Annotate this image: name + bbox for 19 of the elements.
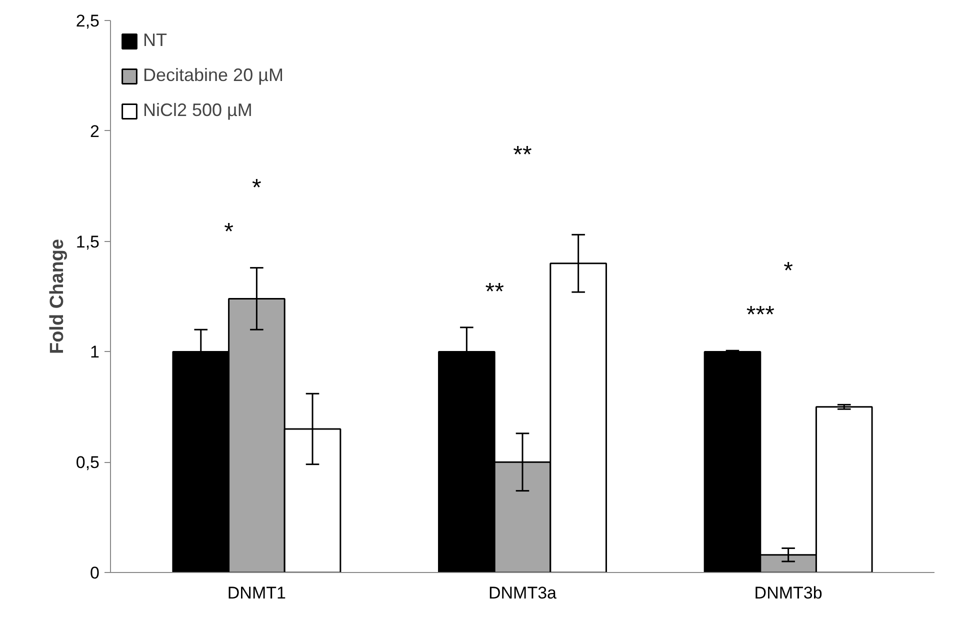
annotation: *** (746, 302, 774, 329)
y-tick-label: 1 (90, 342, 100, 362)
annotation: * (224, 218, 234, 246)
y-axis-title: Fold Change (46, 238, 68, 354)
legend-label: Decitabine 20 µM (143, 65, 284, 86)
y-tick-label: 2 (90, 122, 100, 141)
y-tick-label: 0,5 (76, 453, 100, 472)
legend-label: NiCl2 500 µM (143, 100, 252, 121)
annotation: ** (485, 278, 504, 306)
x-tick-label: DNMT1 (227, 584, 286, 602)
y-tick-label: 2,5 (76, 12, 100, 30)
x-tick-label: DNMT3b (754, 584, 822, 602)
y-tick-label: 0 (90, 564, 100, 582)
y-tick-label: 1,5 (76, 232, 100, 252)
annotation: * (784, 257, 793, 284)
x-tick-label: DNMT3a (488, 584, 558, 602)
annotation: * (252, 174, 262, 202)
legend-label: NT (143, 30, 167, 51)
annotation: ** (513, 141, 532, 168)
